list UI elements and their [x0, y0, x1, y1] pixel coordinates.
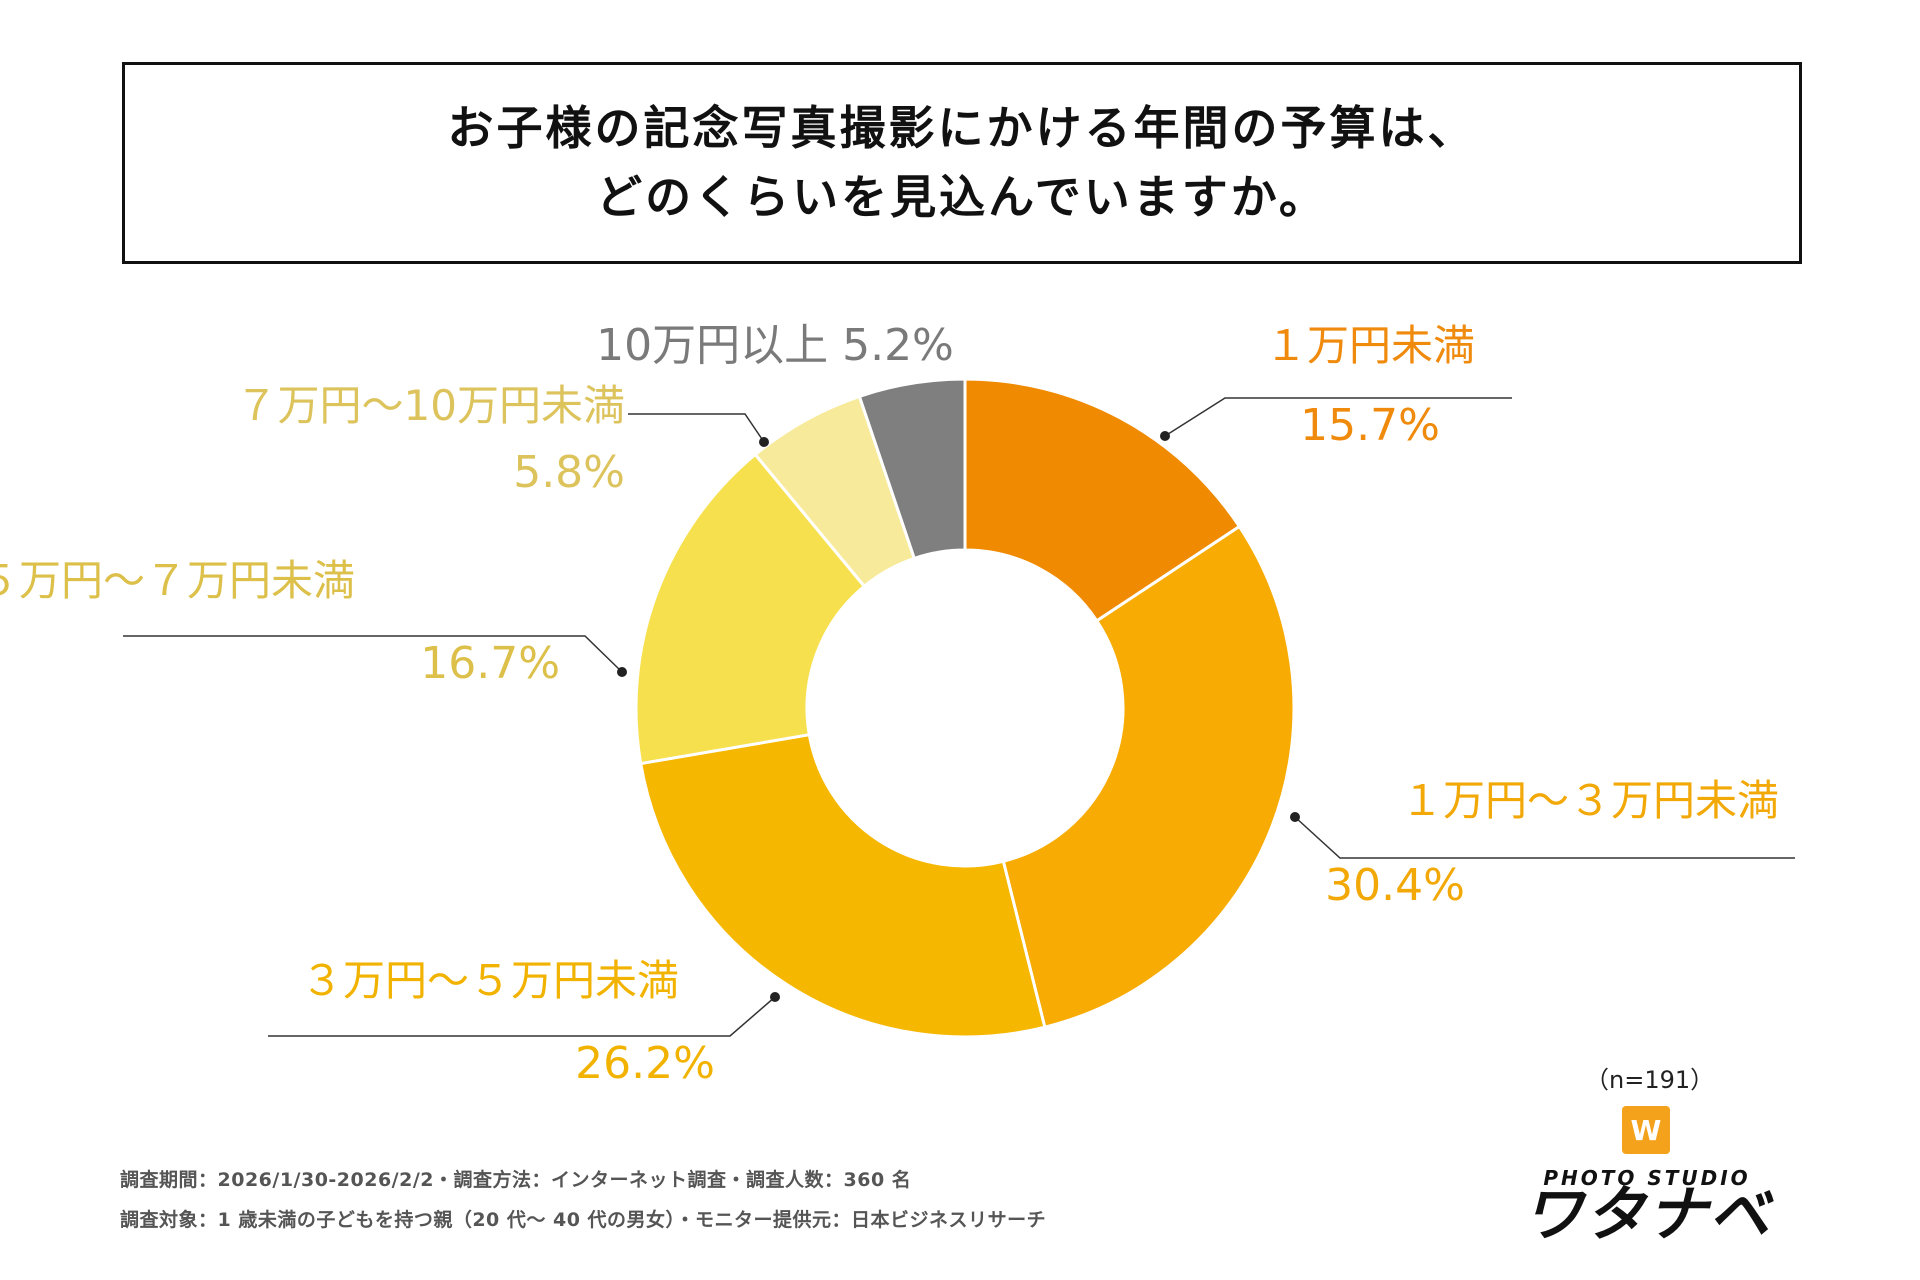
slice-label-1: １万円未満 [1265, 321, 1475, 370]
chart-title-line-2: どのくらいを見込んでいますか。 [596, 170, 1328, 224]
brand-logo-subtitle: PHOTO STUDIO [1543, 1166, 1751, 1190]
slice-label-2: １万円～３万円未満 [1401, 776, 1779, 825]
leader-line-3 [268, 996, 776, 1037]
survey-footnote-target: 調査対象：1 歳未満の子どもを持つ親（20 代～ 40 代の男女）・モニター提供… [120, 1209, 1047, 1231]
slice-label-4: ５万円～７万円未満 [0, 556, 355, 605]
survey-footnote-period: 調査期間：2026/1/30-2026/2/2・調査方法：インターネット調査・調… [120, 1169, 912, 1191]
slice-value-4: 16.7% [420, 638, 560, 689]
slice-value-2: 30.4% [1325, 860, 1465, 911]
leader-line-1 [1164, 397, 1512, 437]
slice-value-3: 26.2% [575, 1038, 715, 1089]
leader-dot-5 [759, 437, 769, 447]
donut-slice-4 [634, 452, 867, 766]
brand-logo-icon: W [1622, 1106, 1670, 1154]
title-box: お子様の記念写真撮影にかける年間の予算は、 どのくらいを見込んでいますか。 [122, 62, 1802, 264]
leader-dot-4 [617, 667, 627, 677]
donut-slice-6 [857, 377, 967, 561]
slice-value-5: 5.8% [513, 447, 625, 498]
leader-line-4 [123, 635, 623, 673]
sample-size-label: （n=191） [1585, 1066, 1715, 1094]
leader-line-5 [628, 413, 765, 443]
slice-label-6: 10万円以上 5.2% [596, 320, 954, 371]
donut-slice-1 [963, 377, 1242, 623]
leader-dot-1 [1160, 431, 1170, 441]
donut-slice-3 [638, 732, 1047, 1039]
slice-label-5: ７万円～10万円未満 [236, 381, 625, 430]
leader-dot-2 [1290, 812, 1300, 822]
leader-dot-3 [770, 992, 780, 1002]
donut-slice-2 [1001, 524, 1296, 1029]
slice-label-3: ３万円～５万円未満 [301, 956, 679, 1005]
brand-logo-name: ワタナベ [1523, 1180, 1771, 1250]
leader-line-2 [1294, 816, 1795, 859]
chart-title-line-1: お子様の記念写真撮影にかける年間の予算は、 [447, 101, 1477, 155]
slice-value-1: 15.7% [1300, 400, 1440, 451]
